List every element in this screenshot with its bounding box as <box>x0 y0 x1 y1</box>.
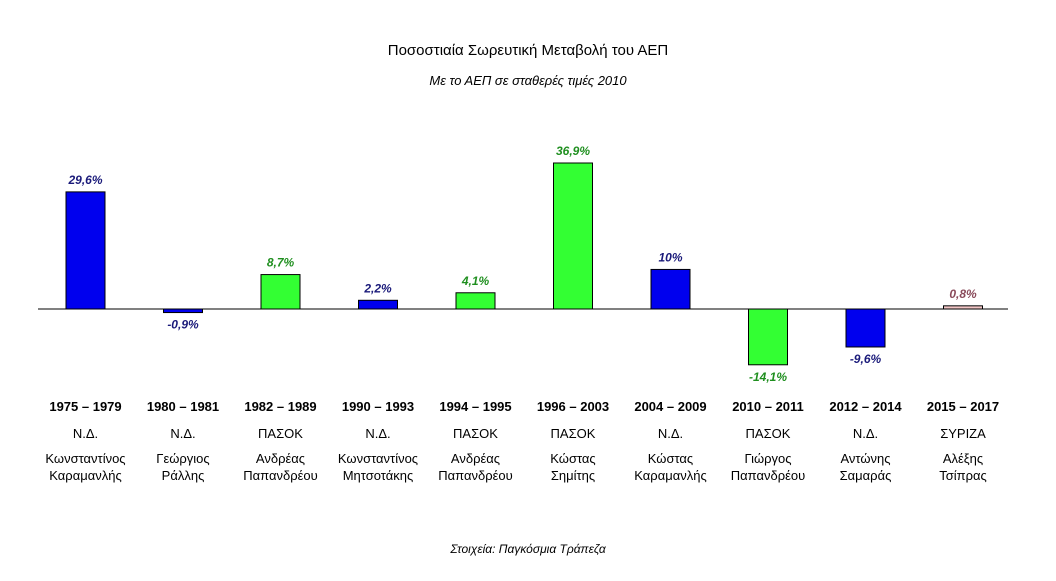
leader-last-name-6: Σημίτης <box>551 468 595 483</box>
leader-first-name-1: Κωνσταντίνος <box>45 451 125 466</box>
bar-5 <box>455 292 496 310</box>
leader-last-name-8: Παπανδρέου <box>731 468 805 483</box>
period-label-1: 1975 – 1979 <box>49 399 121 414</box>
labels-group: 29,6% 1975 – 1979 Ν.Δ. Κωνσταντίνος Καραμανλ… <box>45 144 999 483</box>
value-label-10: 0,8% <box>949 287 977 301</box>
party-label-5: ΠΑΣΟΚ <box>453 426 498 441</box>
leader-last-name-1: Καραμανλής <box>49 468 121 483</box>
leader-first-name-5: Ανδρέας <box>451 451 500 466</box>
value-label-1: 29,6% <box>67 173 102 187</box>
leader-first-name-10: Αλέξης <box>943 451 983 466</box>
value-label-5: 4,1% <box>461 274 490 288</box>
leader-last-name-10: Τσίπρας <box>939 468 987 483</box>
bar-10 <box>943 305 983 310</box>
period-label-7: 2004 – 2009 <box>634 399 706 414</box>
leader-last-name-2: Ράλλης <box>162 468 205 483</box>
bar-8 <box>748 308 788 366</box>
period-label-4: 1990 – 1993 <box>342 399 414 414</box>
leader-first-name-4: Κωνσταντίνος <box>338 451 418 466</box>
party-label-3: ΠΑΣΟΚ <box>258 426 303 441</box>
party-label-7: Ν.Δ. <box>658 426 683 441</box>
period-label-9: 2012 – 2014 <box>829 399 902 414</box>
value-label-9: -9,6% <box>850 352 882 366</box>
party-label-9: Ν.Δ. <box>853 426 878 441</box>
bar-9 <box>845 308 886 348</box>
value-label-2: -0,9% <box>167 318 199 332</box>
period-label-10: 2015 – 2017 <box>927 399 999 414</box>
leader-first-name-6: Κώστας <box>550 451 595 466</box>
chart-title: Ποσοστιαία Σωρευτική Μεταβολή του ΑΕΠ <box>388 42 669 59</box>
bar-4 <box>358 299 398 310</box>
period-label-5: 1994 – 1995 <box>439 399 511 414</box>
chart-subtitle: Με το ΑΕΠ σε σταθερές τιμές 2010 <box>429 73 627 88</box>
bar-1 <box>65 191 106 310</box>
bar-3 <box>260 274 301 310</box>
leader-first-name-9: Αντώνης <box>840 451 890 466</box>
period-label-6: 1996 – 2003 <box>537 399 609 414</box>
value-label-7: 10% <box>658 250 682 264</box>
leader-last-name-3: Παπανδρέου <box>243 468 317 483</box>
leader-last-name-4: Μητσοτάκης <box>343 468 414 483</box>
bar-7 <box>650 268 691 310</box>
bar-2 <box>163 308 203 314</box>
bar-6 <box>553 162 593 310</box>
leader-first-name-3: Ανδρέας <box>256 451 305 466</box>
value-label-8: -14,1% <box>749 370 787 384</box>
leader-last-name-5: Παπανδρέου <box>438 468 512 483</box>
leader-last-name-9: Σαμαράς <box>840 468 892 483</box>
leader-first-name-2: Γεώργιος <box>156 451 209 466</box>
source-note: Στοιχεία: Παγκόσμια Τράπεζα <box>449 542 607 556</box>
value-label-4: 2,2% <box>363 281 392 295</box>
value-label-6: 36,9% <box>556 144 590 158</box>
leader-last-name-7: Καραμανλής <box>634 468 706 483</box>
party-label-1: Ν.Δ. <box>73 426 98 441</box>
bars-group <box>65 162 983 366</box>
party-label-6: ΠΑΣΟΚ <box>551 426 596 441</box>
value-label-3: 8,7% <box>267 256 295 270</box>
period-label-2: 1980 – 1981 <box>147 399 219 414</box>
party-label-8: ΠΑΣΟΚ <box>746 426 791 441</box>
party-label-10: ΣΥΡΙΖΑ <box>940 426 986 441</box>
period-label-8: 2010 – 2011 <box>732 399 804 414</box>
party-label-2: Ν.Δ. <box>170 426 195 441</box>
leader-first-name-8: Γιώργος <box>744 451 791 466</box>
party-label-4: Ν.Δ. <box>365 426 390 441</box>
leader-first-name-7: Κώστας <box>648 451 693 466</box>
period-label-3: 1982 – 1989 <box>244 399 316 414</box>
